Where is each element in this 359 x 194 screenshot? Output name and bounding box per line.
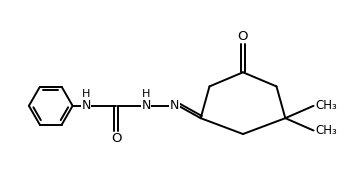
Text: H: H [82, 89, 90, 99]
Text: N: N [141, 99, 151, 112]
Text: O: O [111, 133, 121, 146]
Text: H: H [142, 89, 150, 99]
Text: O: O [238, 30, 248, 43]
Text: CH₃: CH₃ [315, 124, 337, 137]
Text: N: N [81, 99, 91, 112]
Text: CH₃: CH₃ [315, 99, 337, 112]
Text: N: N [169, 99, 179, 112]
